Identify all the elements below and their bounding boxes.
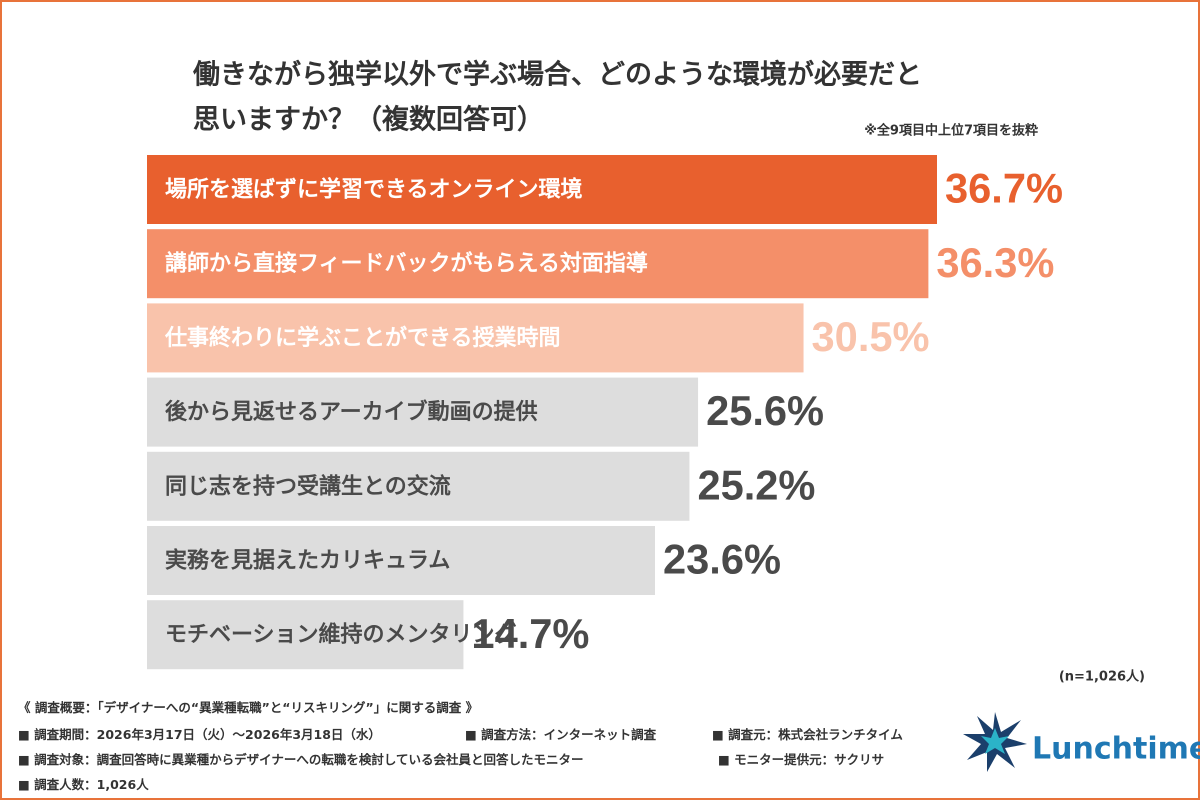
footer-item: ■ 調査元：株式会社ランチタイム: [712, 727, 903, 742]
category-label: 講師から直接フィードバックがもらえる対面指導: [165, 251, 648, 277]
chart-subtitle: ※全9項目中上位7項目を抜粋: [864, 123, 1038, 139]
logo-text: Lunchtime: [1032, 732, 1200, 767]
chart-title-line: 働きながら独学以外で学ぶ場合、どのような環境が必要だと: [193, 59, 922, 91]
category-label: 場所を選ばずに学習できるオンライン環境: [165, 177, 583, 203]
value-label: 30.5%: [812, 313, 930, 360]
sample-note: (n=1,026人): [1059, 669, 1145, 685]
value-label: 25.2%: [697, 461, 815, 508]
value-label: 36.7%: [945, 165, 1063, 212]
bar: [147, 155, 937, 224]
footer-item: ■ 調査期間：2026年3月17日（火）〜2026年3月18日（水）: [18, 727, 381, 742]
category-label: 仕事終わりに学ぶことができる授業時間: [164, 325, 561, 351]
bar: [147, 303, 804, 373]
bar: [147, 526, 656, 595]
category-label: モチベーション維持のメンタリング: [165, 622, 517, 648]
footer-item: ■ 調査対象：調査回答時に異業種からデザイナーへの転職を検討している会社員と回答…: [18, 752, 584, 767]
category-label: 同じ志を持つ受講生との交流: [165, 473, 451, 499]
category-label: 後から見返せるアーカイブ動画の提供: [165, 399, 538, 425]
logo-icon: [963, 712, 1027, 772]
value-label: 36.3%: [936, 239, 1054, 286]
value-label: 23.6%: [663, 536, 781, 583]
footer-item: ■ 調査方法：インターネット調査: [465, 727, 657, 742]
footer-heading: 《 調査概要：「デザイナーへの“異業種転職”と“リスキリング”」に関する調査 》: [18, 700, 479, 715]
chart-title-line: 思いますか？（複数回答可）: [193, 104, 544, 136]
bar: [147, 229, 929, 299]
footer-item: ■ モニター提供元：サクリサ: [718, 752, 885, 767]
value-label: 25.6%: [706, 387, 824, 434]
value-label: 14.7%: [471, 610, 589, 657]
category-label: 実務を見据えたカリキュラム: [165, 548, 450, 574]
bar: [147, 377, 699, 447]
bar: [147, 451, 690, 521]
footer-item: ■ 調査人数：1,026人: [18, 777, 149, 792]
bar: [147, 600, 464, 670]
